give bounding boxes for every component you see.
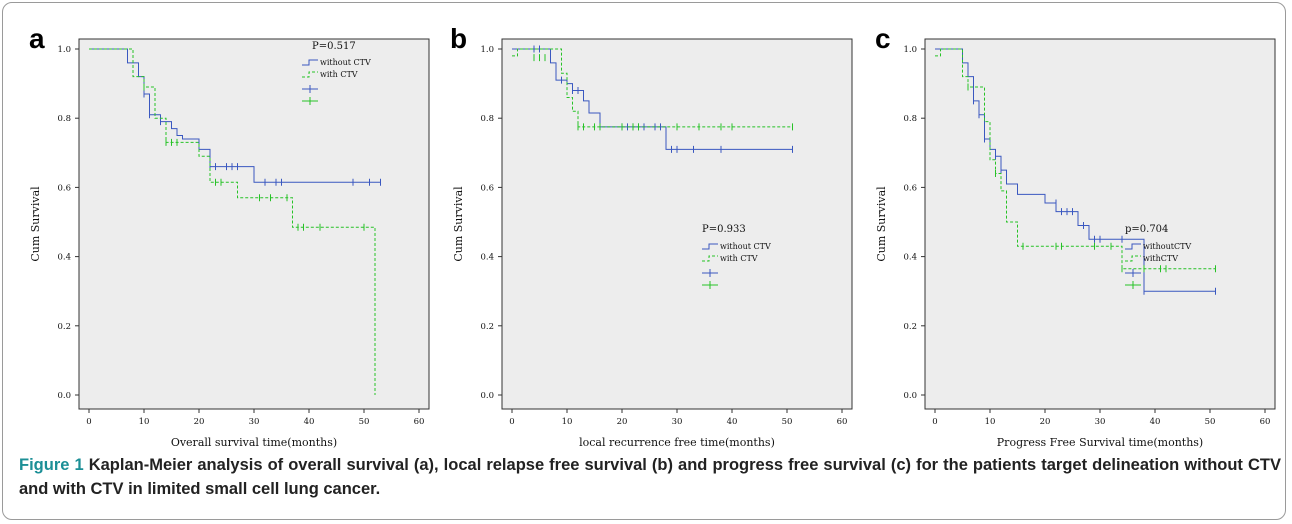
kaplan-meier-chart-b: 0 10 20 30 40 50 60 0.0 0.2 0.4 0.6 0.8 1.0 local rec… bbox=[452, 38, 853, 449]
y-tick-label: 0.4 bbox=[480, 253, 494, 263]
x-tick-label: 20 bbox=[194, 417, 205, 427]
x-tick-label: 0 bbox=[86, 417, 91, 427]
x-tick-label: 0 bbox=[932, 417, 937, 427]
legend-entry-0: withoutCTV bbox=[1143, 242, 1191, 251]
y-tick-label: 0.4 bbox=[903, 253, 917, 263]
legend-swatch-1 bbox=[302, 71, 318, 78]
legend-swatch-1 bbox=[702, 255, 718, 262]
y-tick-label: 0.6 bbox=[480, 183, 494, 193]
x-tick-label: 60 bbox=[1260, 417, 1271, 427]
y-tick-label: 0.2 bbox=[57, 322, 71, 332]
y-tick-label: 1.0 bbox=[57, 45, 71, 55]
x-tick-label: 30 bbox=[672, 417, 683, 427]
figure-label: Figure 1 bbox=[19, 456, 84, 474]
x-tick-label: 30 bbox=[1095, 417, 1106, 427]
legend-entry-1: withCTV bbox=[1143, 254, 1178, 263]
y-tick-label: 0.8 bbox=[57, 114, 71, 124]
y-tick-label: 1.0 bbox=[480, 45, 494, 55]
legend-swatch-0 bbox=[1125, 243, 1141, 250]
series-line-1 bbox=[512, 48, 793, 128]
figure-caption: Figure 1 Kaplan-Meier analysis of overal… bbox=[19, 453, 1281, 501]
panel-letter-c: c bbox=[875, 23, 891, 54]
y-axis-label: Cum Survival bbox=[29, 186, 42, 262]
legend-entry-1: with CTV bbox=[320, 70, 358, 79]
x-tick-label: 40 bbox=[304, 417, 315, 427]
y-tick-label: 0.6 bbox=[57, 183, 71, 193]
panel-letter-a: a bbox=[29, 23, 45, 54]
x-tick-label: 50 bbox=[1205, 417, 1216, 427]
plot-area bbox=[924, 38, 1276, 410]
y-tick-label: 0.0 bbox=[480, 391, 494, 401]
x-tick-label: 50 bbox=[782, 417, 793, 427]
y-tick-label: 0.2 bbox=[903, 322, 917, 332]
x-tick-label: 40 bbox=[727, 417, 738, 427]
plot-area bbox=[78, 38, 430, 410]
x-axis-label: Progress Free Survival time(months) bbox=[997, 436, 1203, 449]
chart-panel-a: a 0 10 20 30 40 50 60 0.0 0.2 0.4 0.6 0.8 1.0 Overall… bbox=[17, 23, 433, 449]
kaplan-meier-chart-c: 0 10 20 30 40 50 60 0.0 0.2 0.4 0.6 0.8 1.0 Progress … bbox=[875, 38, 1276, 449]
x-tick-label: 60 bbox=[837, 417, 848, 427]
legend-swatch-0 bbox=[702, 243, 718, 250]
x-tick-label: 10 bbox=[985, 417, 996, 427]
legend-entry-1: with CTV bbox=[720, 254, 758, 263]
x-tick-label: 20 bbox=[617, 417, 628, 427]
legend-entry-0: without CTV bbox=[320, 58, 371, 67]
y-tick-label: 0.0 bbox=[903, 391, 917, 401]
series-line-1 bbox=[89, 48, 376, 395]
p-value-label: P=0.933 bbox=[702, 224, 746, 235]
legend-swatch-0 bbox=[302, 59, 318, 66]
p-value-label: P=0.517 bbox=[312, 41, 356, 52]
y-axis-label: Cum Survival bbox=[875, 186, 888, 262]
y-tick-label: 1.0 bbox=[903, 45, 917, 55]
kaplan-meier-chart-a: 0 10 20 30 40 50 60 0.0 0.2 0.4 0.6 0.8 1.0 Overall s… bbox=[29, 38, 430, 449]
p-value-label: p=0.704 bbox=[1125, 224, 1168, 235]
y-axis-label: Cum Survival bbox=[452, 186, 465, 262]
x-axis-label: Overall survival time(months) bbox=[171, 436, 337, 449]
x-tick-label: 10 bbox=[139, 417, 150, 427]
x-axis-label: local recurrence free time(months) bbox=[579, 436, 775, 449]
y-tick-label: 0.2 bbox=[480, 322, 494, 332]
x-tick-label: 60 bbox=[414, 417, 425, 427]
series-line-0 bbox=[89, 48, 381, 183]
series-line-1 bbox=[935, 48, 1216, 270]
x-tick-label: 0 bbox=[509, 417, 514, 427]
x-tick-label: 20 bbox=[1040, 417, 1051, 427]
panel-letter-b: b bbox=[450, 23, 468, 54]
y-tick-label: 0.8 bbox=[480, 114, 494, 124]
legend-entry-0: without CTV bbox=[720, 242, 771, 251]
legend-swatch-1 bbox=[1125, 255, 1141, 262]
y-tick-label: 0.6 bbox=[903, 183, 917, 193]
x-tick-label: 30 bbox=[249, 417, 260, 427]
chart-panel-c: c 0 10 20 30 40 50 60 0.0 0.2 0.4 0.6 0.8 1.0 Progres… bbox=[863, 23, 1279, 449]
y-tick-label: 0.4 bbox=[57, 253, 71, 263]
chart-panel-b: b 0 10 20 30 40 50 60 0.0 0.2 0.4 0.6 0.8 1.0 local r… bbox=[440, 23, 856, 449]
x-tick-label: 50 bbox=[359, 417, 370, 427]
figure-caption-text: Kaplan-Meier analysis of overall surviva… bbox=[19, 456, 1281, 498]
x-tick-label: 40 bbox=[1150, 417, 1161, 427]
y-tick-label: 0.8 bbox=[903, 114, 917, 124]
y-tick-label: 0.0 bbox=[57, 391, 71, 401]
plot-area bbox=[501, 38, 853, 410]
x-tick-label: 10 bbox=[562, 417, 573, 427]
